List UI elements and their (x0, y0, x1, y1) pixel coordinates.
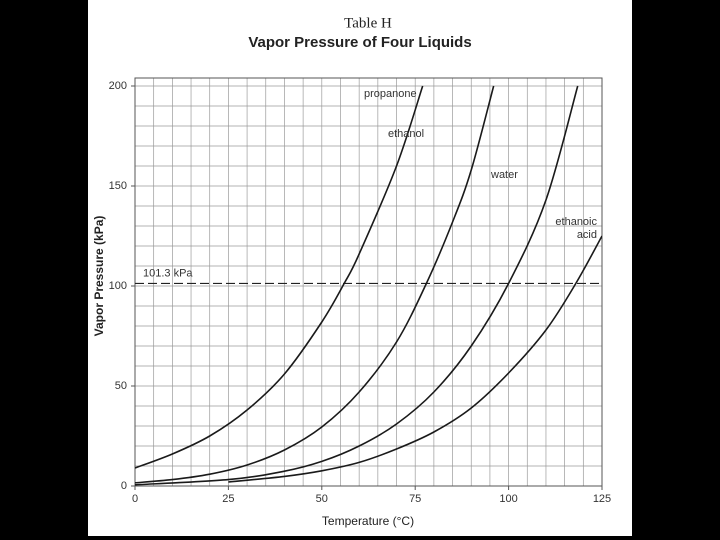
chart-title: Vapor Pressure of Four Liquids (248, 34, 471, 51)
plot-frame (134, 77, 603, 487)
series-line (135, 85, 579, 486)
x-tick-label: 0 (132, 493, 138, 505)
y-tick-label: 50 (115, 380, 127, 392)
x-axis-title: Temperature (°C) (322, 514, 414, 528)
series-line (135, 85, 424, 469)
x-tick-label: 75 (409, 493, 421, 505)
series-label: ethanoic acid (555, 216, 597, 241)
x-tick-label: 25 (222, 493, 234, 505)
x-tick-label: 100 (499, 493, 517, 505)
x-tick-label: 125 (593, 493, 611, 505)
supertitle: Table H (344, 15, 392, 31)
y-tick-label: 150 (109, 180, 127, 192)
y-tick-label: 100 (109, 280, 127, 292)
reference-label: 101.3 kPa (143, 267, 193, 279)
series-label: ethanol (388, 128, 425, 140)
series-label: water (491, 169, 518, 181)
series-line (228, 235, 602, 483)
y-tick-label: 0 (121, 480, 127, 492)
y-tick-label: 200 (109, 80, 127, 92)
series-line (135, 85, 495, 484)
paper (88, 0, 632, 536)
series-label: propanone (364, 88, 417, 100)
x-tick-label: 50 (316, 493, 328, 505)
y-axis-title: Vapor Pressure (kPa) (92, 216, 106, 337)
